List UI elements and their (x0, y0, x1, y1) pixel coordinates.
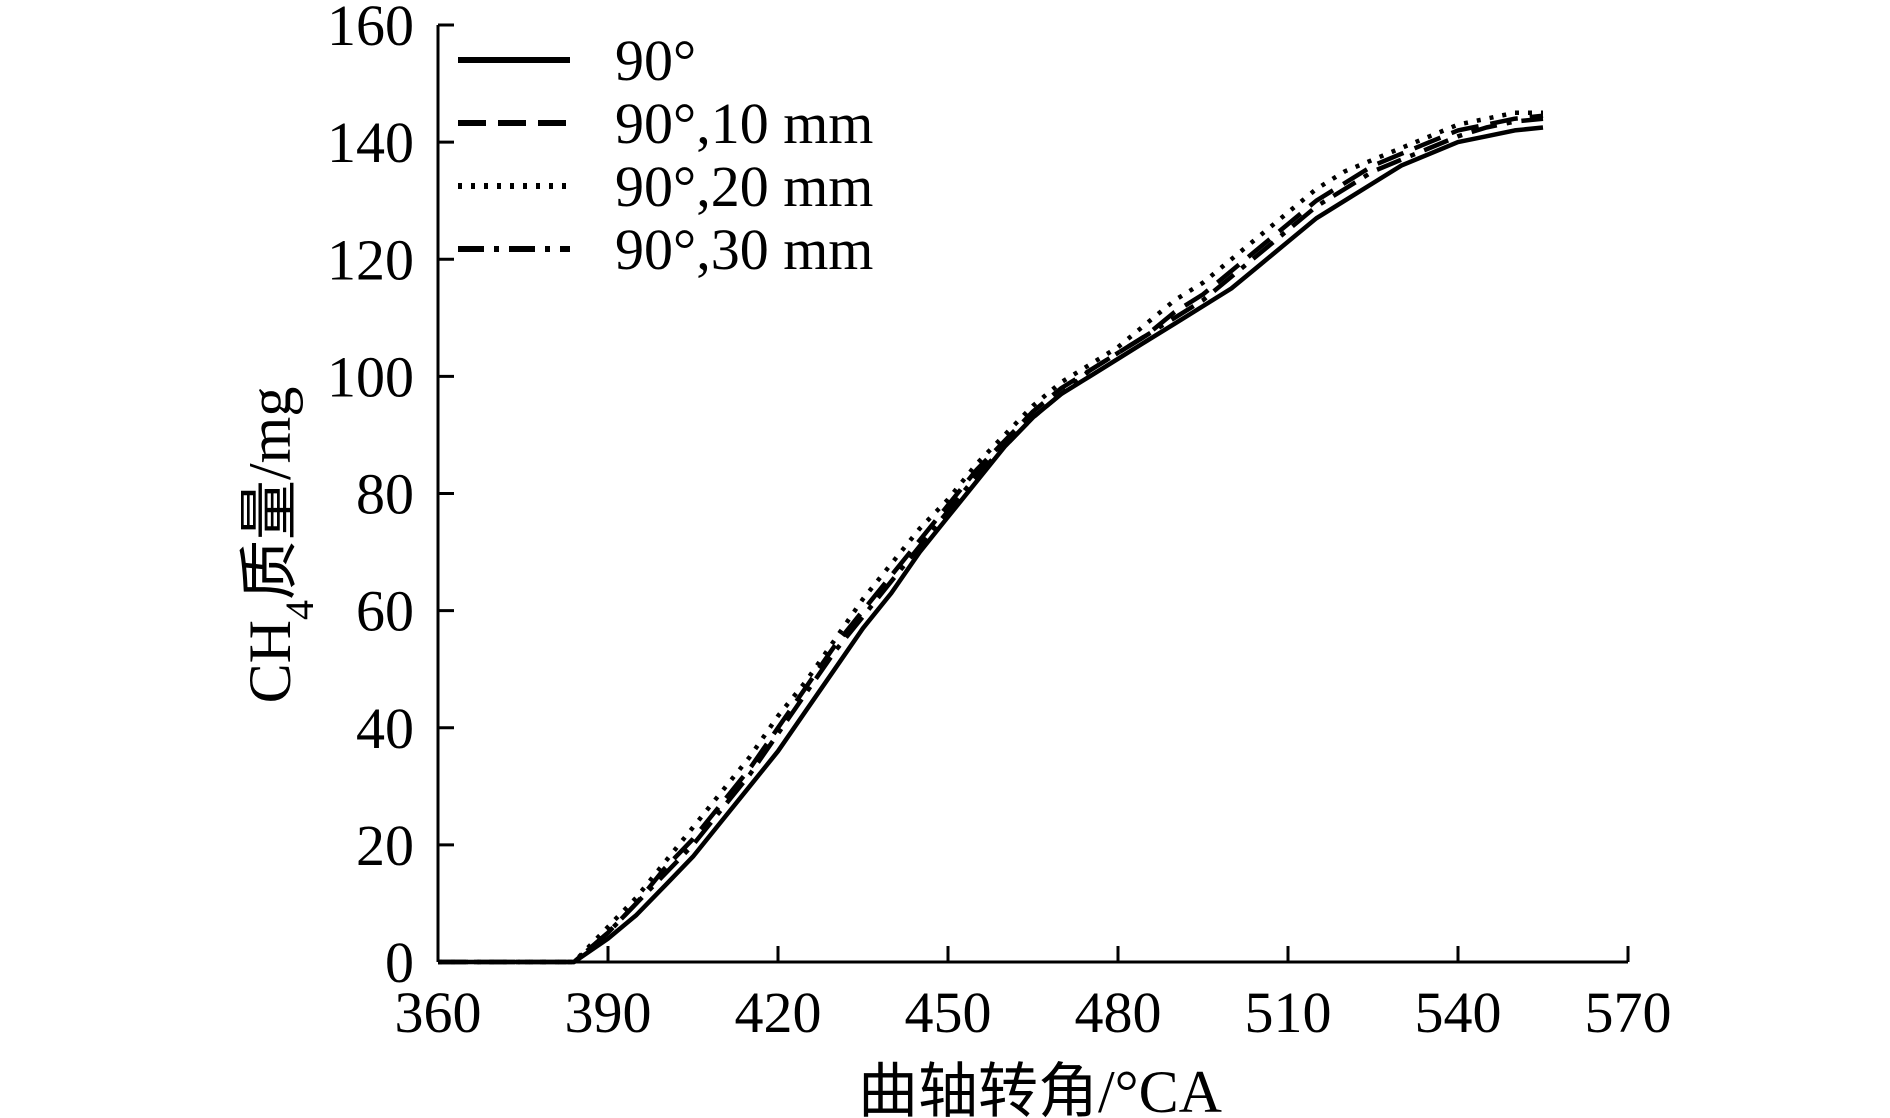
x-tick-label: 450 (905, 980, 992, 1045)
legend-label: 90°,20 mm (615, 154, 873, 219)
x-axis-label: 曲轴转角/°CA (858, 1059, 1222, 1118)
y-tick-label: 80 (356, 462, 414, 527)
y-tick-label: 0 (385, 930, 414, 995)
legend-label: 90°,30 mm (615, 217, 873, 282)
y-axis-label: CH4质量/mg (237, 387, 322, 704)
x-tick-label: 420 (735, 980, 822, 1045)
x-tick-label: 390 (565, 980, 652, 1045)
y-tick-label: 20 (356, 813, 414, 878)
axes: 360 390 420 450 480 510 540 570 0 20 40 60 80 100 120 1… (327, 0, 1672, 1045)
series-line-3 (438, 110, 1543, 965)
x-tick-label: 540 (1415, 980, 1502, 1045)
plot-area (438, 110, 1544, 965)
y-tick-label: 120 (327, 227, 414, 292)
y-tick-label: 140 (327, 110, 414, 175)
y-tick-label: 40 (356, 696, 414, 761)
x-tick-label: 570 (1585, 980, 1672, 1045)
x-tick-label: 480 (1075, 980, 1162, 1045)
y-tick-label: 60 (356, 579, 414, 644)
series-line-2 (438, 113, 1544, 965)
y-tick-label: 160 (327, 0, 414, 58)
legend-label: 90° (615, 28, 696, 93)
x-tick-label: 510 (1245, 980, 1332, 1045)
x-tick-label: 360 (395, 980, 482, 1045)
series-line-1 (438, 125, 1544, 965)
legend-label: 90°,10 mm (615, 91, 873, 156)
y-tick-label: 100 (327, 344, 414, 409)
series-line-4 (438, 116, 1544, 965)
